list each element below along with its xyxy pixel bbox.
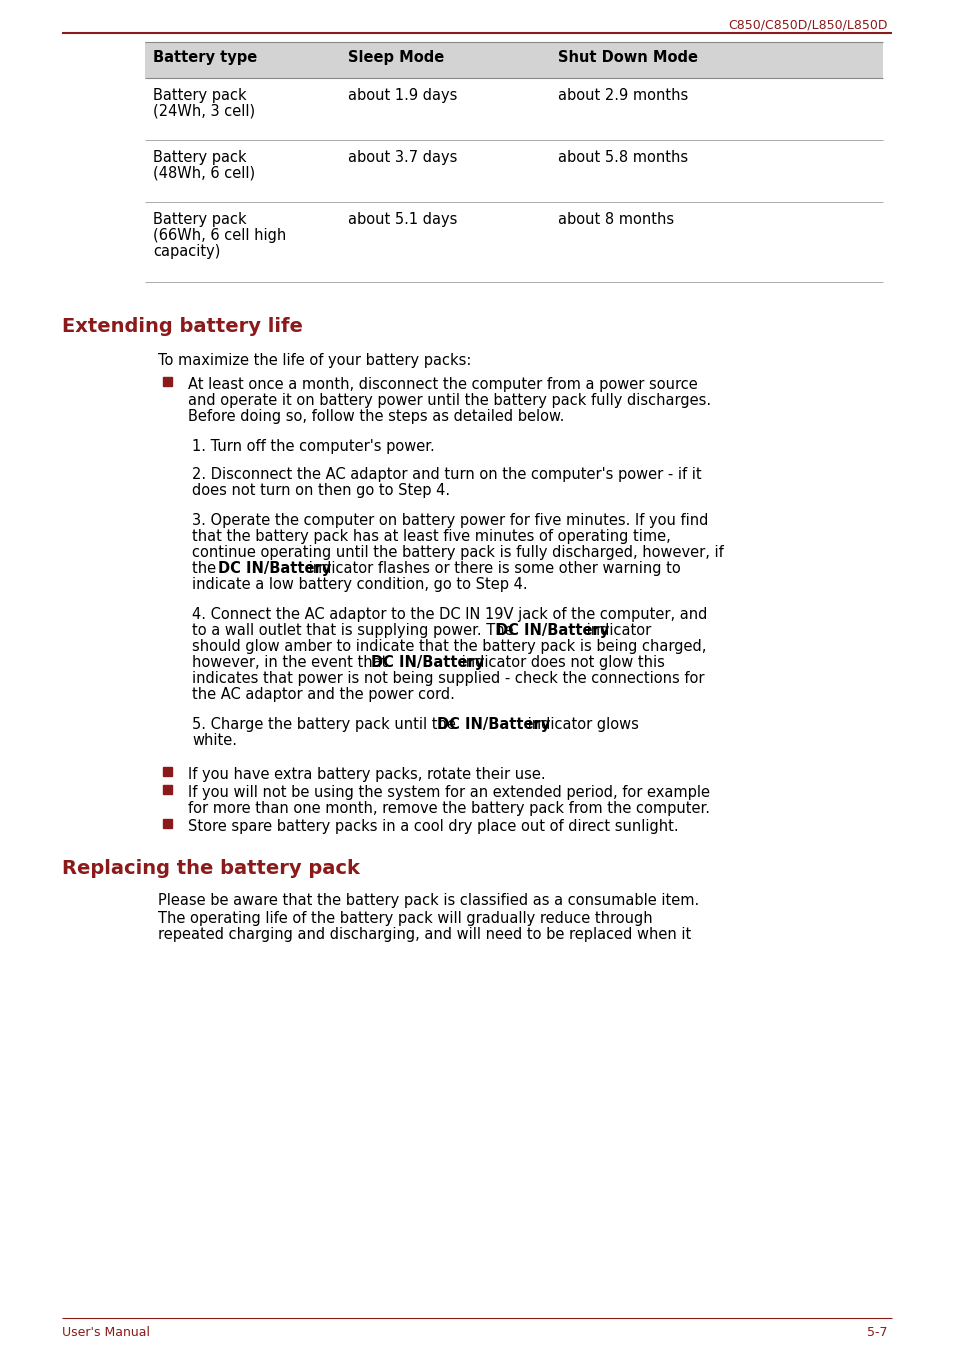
Text: If you have extra battery packs, rotate their use.: If you have extra battery packs, rotate … <box>188 767 545 781</box>
Text: DC IN/Battery: DC IN/Battery <box>370 655 483 670</box>
Text: about 3.7 days: about 3.7 days <box>348 151 456 165</box>
Text: indicate a low battery condition, go to Step 4.: indicate a low battery condition, go to … <box>192 577 527 592</box>
Bar <box>163 819 172 829</box>
Text: (66Wh, 6 cell high: (66Wh, 6 cell high <box>152 229 286 243</box>
Text: User's Manual: User's Manual <box>62 1326 150 1340</box>
Text: indicator glows: indicator glows <box>522 717 638 732</box>
Text: indicates that power is not being supplied - check the connections for: indicates that power is not being suppli… <box>192 671 703 686</box>
Text: for more than one month, remove the battery pack from the computer.: for more than one month, remove the batt… <box>188 802 709 816</box>
Text: 5. Charge the battery pack until the: 5. Charge the battery pack until the <box>192 717 460 732</box>
Text: about 5.8 months: about 5.8 months <box>558 151 687 165</box>
Text: 4. Connect the AC adaptor to the DC IN 19V jack of the computer, and: 4. Connect the AC adaptor to the DC IN 1… <box>192 607 706 621</box>
Text: Battery pack: Battery pack <box>152 151 247 165</box>
Text: 1. Turn off the computer's power.: 1. Turn off the computer's power. <box>192 438 435 455</box>
Text: Battery pack: Battery pack <box>152 87 247 104</box>
Text: Battery type: Battery type <box>152 50 257 65</box>
Text: should glow amber to indicate that the battery pack is being charged,: should glow amber to indicate that the b… <box>192 639 705 654</box>
Text: continue operating until the battery pack is fully discharged, however, if: continue operating until the battery pac… <box>192 545 723 560</box>
Text: Please be aware that the battery pack is classified as a consumable item.: Please be aware that the battery pack is… <box>158 893 699 908</box>
Text: 3. Operate the computer on battery power for five minutes. If you find: 3. Operate the computer on battery power… <box>192 512 708 529</box>
Text: C850/C850D/L850/L850D: C850/C850D/L850/L850D <box>728 17 887 31</box>
Text: does not turn on then go to Step 4.: does not turn on then go to Step 4. <box>192 483 450 498</box>
Text: (24Wh, 3 cell): (24Wh, 3 cell) <box>152 104 254 118</box>
Text: At least once a month, disconnect the computer from a power source: At least once a month, disconnect the co… <box>188 377 697 391</box>
Bar <box>163 785 172 794</box>
Text: (48Wh, 6 cell): (48Wh, 6 cell) <box>152 165 254 182</box>
Text: DC IN/Battery: DC IN/Battery <box>436 717 550 732</box>
Text: about 1.9 days: about 1.9 days <box>348 87 456 104</box>
Text: and operate it on battery power until the battery pack fully discharges.: and operate it on battery power until th… <box>188 393 710 408</box>
Text: capacity): capacity) <box>152 243 220 260</box>
Text: Before doing so, follow the steps as detailed below.: Before doing so, follow the steps as det… <box>188 409 564 424</box>
Text: Sleep Mode: Sleep Mode <box>348 50 444 65</box>
Text: Battery pack: Battery pack <box>152 213 247 227</box>
Text: Extending battery life: Extending battery life <box>62 317 302 336</box>
Text: about 8 months: about 8 months <box>558 213 674 227</box>
Text: 5-7: 5-7 <box>866 1326 887 1340</box>
Text: Replacing the battery pack: Replacing the battery pack <box>62 859 359 878</box>
Bar <box>163 767 172 776</box>
Text: the: the <box>192 561 220 576</box>
Text: however, in the event that: however, in the event that <box>192 655 392 670</box>
Text: The operating life of the battery pack will gradually reduce through: The operating life of the battery pack w… <box>158 911 652 925</box>
Text: 2. Disconnect the AC adaptor and turn on the computer's power - if it: 2. Disconnect the AC adaptor and turn on… <box>192 467 700 482</box>
Text: indicator flashes or there is some other warning to: indicator flashes or there is some other… <box>304 561 680 576</box>
Bar <box>163 377 172 386</box>
Text: indicator does not glow this: indicator does not glow this <box>456 655 664 670</box>
Text: white.: white. <box>192 733 236 748</box>
Text: indicator: indicator <box>581 623 651 638</box>
Text: DC IN/Battery: DC IN/Battery <box>218 561 332 576</box>
Text: Shut Down Mode: Shut Down Mode <box>558 50 698 65</box>
Text: to a wall outlet that is supplying power. The: to a wall outlet that is supplying power… <box>192 623 517 638</box>
Text: DC IN/Battery: DC IN/Battery <box>496 623 609 638</box>
Text: If you will not be using the system for an extended period, for example: If you will not be using the system for … <box>188 785 709 800</box>
Text: the AC adaptor and the power cord.: the AC adaptor and the power cord. <box>192 687 455 702</box>
Bar <box>145 42 882 78</box>
Text: that the battery pack has at least five minutes of operating time,: that the battery pack has at least five … <box>192 529 670 543</box>
Text: about 5.1 days: about 5.1 days <box>348 213 456 227</box>
Text: about 2.9 months: about 2.9 months <box>558 87 687 104</box>
Text: repeated charging and discharging, and will need to be replaced when it: repeated charging and discharging, and w… <box>158 927 691 941</box>
Text: Store spare battery packs in a cool dry place out of direct sunlight.: Store spare battery packs in a cool dry … <box>188 819 678 834</box>
Text: To maximize the life of your battery packs:: To maximize the life of your battery pac… <box>158 352 471 369</box>
